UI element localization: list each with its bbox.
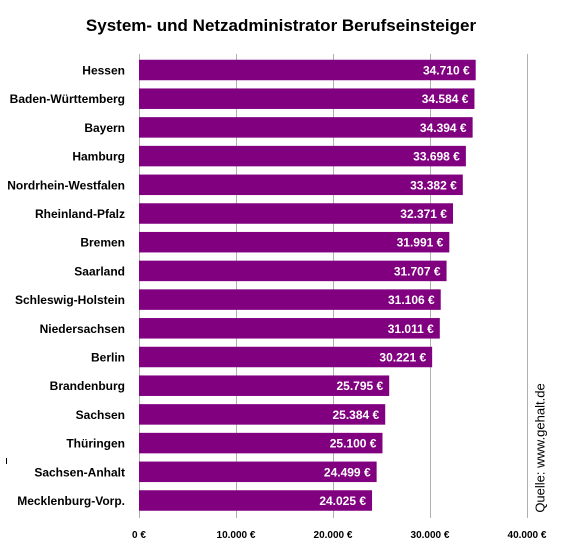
- bar: [139, 145, 466, 167]
- bar: [139, 346, 433, 368]
- bar: [139, 432, 383, 454]
- value-label: 24.499 €: [324, 465, 371, 479]
- chart-title: System- und Netzadministrator Berufseins…: [85, 16, 477, 35]
- x-tick-label: 10.000 €: [217, 530, 256, 541]
- bar: [139, 404, 386, 425]
- bar: [139, 289, 441, 310]
- x-tick-label: 40.000 €: [508, 530, 547, 541]
- category-label: Saarland: [74, 264, 125, 278]
- category-label: Bayern: [84, 121, 125, 135]
- value-label: 25.384 €: [333, 408, 380, 422]
- category-label: Rheinland-Pfalz: [35, 207, 125, 221]
- value-label: 31.707 €: [394, 264, 441, 278]
- x-tick-label: 0 €: [132, 530, 146, 541]
- value-label: 34.394 €: [420, 121, 467, 135]
- bar: [139, 260, 447, 282]
- category-label: Sachsen: [76, 408, 125, 422]
- bar: [139, 59, 476, 81]
- category-label: Hessen: [82, 64, 125, 78]
- category-labels: Hessen Baden-Württemberg Bayern Hamburg Nord…: [7, 64, 125, 509]
- bar: [139, 490, 373, 511]
- bar: [139, 461, 377, 483]
- edge-tick-mark: [6, 458, 7, 464]
- x-tick-labels: 0 € 10.000 € 20.000 € 30.000 € 40.000 €: [132, 530, 547, 541]
- value-label: 31.011 €: [388, 322, 434, 336]
- value-label: 24.025 €: [319, 494, 366, 508]
- category-label: Niedersachsen: [40, 322, 125, 336]
- category-label: Sachsen-Anhalt: [34, 465, 125, 479]
- bar: [139, 203, 453, 224]
- value-label: 31.106 €: [388, 293, 435, 307]
- category-label: Mecklenburg-Vorp.: [17, 494, 125, 508]
- category-label: Thüringen: [66, 437, 125, 451]
- category-label: Schleswig-Holstein: [15, 293, 125, 307]
- value-label: 31.991 €: [397, 236, 444, 250]
- value-label: 25.100 €: [330, 437, 377, 451]
- value-label: 34.710 €: [423, 64, 470, 78]
- bar: [139, 174, 463, 196]
- bar: [139, 88, 475, 109]
- bar: [139, 231, 450, 253]
- category-label: Berlin: [91, 351, 125, 365]
- bar: [139, 318, 440, 339]
- value-label: 25.795 €: [336, 379, 383, 393]
- bar: [139, 375, 390, 396]
- value-label: 33.698 €: [413, 150, 460, 164]
- x-tick-label: 20.000 €: [314, 530, 353, 541]
- source-note: Quelle: www.gehalt.de: [532, 383, 548, 513]
- bar: [139, 117, 473, 138]
- category-label: Bremen: [80, 236, 125, 250]
- category-label: Hamburg: [72, 150, 125, 164]
- value-label: 33.382 €: [410, 178, 457, 192]
- x-tick-label: 30.000 €: [411, 530, 450, 541]
- category-label: Brandenburg: [50, 379, 125, 393]
- value-label: 32.371 €: [400, 207, 447, 221]
- category-label: Nordrhein-Westfalen: [7, 178, 125, 192]
- category-label: Baden-Württemberg: [10, 92, 125, 106]
- value-label: 30.221 €: [379, 351, 426, 365]
- bars: 34.710 € 34.584 € 34.394 € 33.698 € 33.382 €…: [139, 59, 476, 511]
- value-label: 34.584 €: [422, 92, 469, 106]
